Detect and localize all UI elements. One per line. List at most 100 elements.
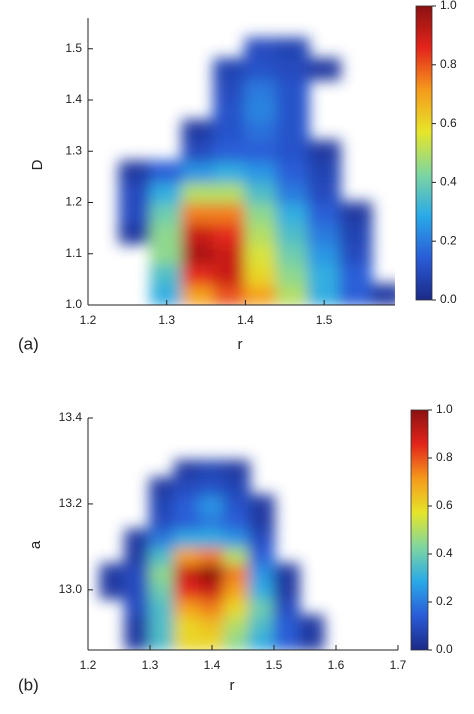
density-cell	[149, 222, 184, 245]
density-cell	[307, 201, 341, 224]
density-cell	[223, 614, 251, 634]
density-cell	[275, 78, 310, 101]
density-cell	[124, 563, 151, 583]
density-cell	[244, 140, 278, 163]
density-cell	[223, 494, 251, 514]
density-cell	[173, 563, 201, 583]
density-cell	[124, 631, 151, 650]
density-cell	[124, 528, 151, 548]
colorbar-tick-label: 0.8	[440, 57, 457, 71]
density-cell	[212, 283, 247, 305]
density-cell	[248, 511, 275, 531]
density-cell	[273, 580, 300, 600]
colorbar-tick-label: 0.4	[436, 546, 453, 560]
y-axis-label: D	[29, 159, 46, 170]
density-cell	[223, 597, 251, 617]
x-tick-label: 1.7	[390, 658, 407, 672]
panel-label: (b)	[18, 675, 39, 694]
colorbar-tick-label: 0.2	[436, 594, 453, 608]
y-tick-label: 1.5	[65, 41, 82, 55]
density-cell	[212, 181, 247, 204]
density-cell	[275, 201, 310, 224]
density-cell	[244, 37, 278, 60]
density-cell	[181, 201, 215, 224]
density-cell	[307, 222, 341, 245]
density-cell	[273, 597, 300, 617]
density-cell	[149, 528, 176, 548]
density-cell	[149, 580, 176, 600]
density-cell	[275, 99, 310, 122]
density-cell	[118, 181, 152, 204]
x-tick-label: 1.3	[142, 658, 159, 672]
x-axis-label: r	[238, 336, 243, 353]
density-cell	[149, 511, 176, 531]
y-tick-label: 13.0	[59, 582, 83, 596]
plot-area	[118, 37, 395, 305]
density-cell	[212, 242, 247, 265]
density-cell	[307, 263, 341, 286]
chart-panel: 1.2 1.3 1.4 1.5 1.0 1.1 1.2 1.3 1.4 1.5 r D (a) 0.0 0.…	[18, 0, 457, 353]
density-cell	[338, 263, 373, 286]
density-cell	[275, 242, 310, 265]
density-cell	[212, 140, 247, 163]
density-cell	[198, 614, 226, 634]
plot-area	[99, 459, 325, 650]
density-cell	[275, 181, 310, 204]
density-cell	[248, 614, 275, 634]
density-cell	[149, 181, 184, 204]
density-cell	[173, 528, 201, 548]
density-cell	[198, 459, 226, 480]
density-cell	[212, 201, 247, 224]
density-cell	[198, 631, 226, 650]
density-cell	[248, 597, 275, 617]
density-cell	[181, 222, 215, 245]
density-cell	[338, 242, 373, 265]
density-cell	[244, 78, 278, 101]
colorbar-tick-label: 1.0	[440, 0, 457, 12]
density-cell	[248, 580, 275, 600]
density-cell	[173, 511, 201, 531]
colorbar-tick-label: 0.0	[440, 292, 457, 306]
density-cell	[297, 614, 325, 634]
y-axis-label: a	[27, 540, 44, 549]
colorbar-tick-label: 0.8	[436, 450, 453, 464]
x-tick-label: 1.5	[266, 658, 283, 672]
density-cell	[181, 160, 215, 183]
density-cell	[212, 99, 247, 122]
x-tick-label: 1.4	[237, 313, 254, 327]
density-cell	[181, 242, 215, 265]
density-cell	[149, 614, 176, 634]
density-field	[118, 37, 395, 305]
density-cell	[244, 222, 278, 245]
density-cell	[149, 477, 176, 497]
density-cell	[273, 614, 300, 634]
y-tick-label: 1.4	[65, 92, 82, 106]
density-cell	[181, 140, 215, 163]
x-tick-label: 1.5	[316, 313, 333, 327]
colorbar	[410, 409, 429, 651]
density-cell	[244, 242, 278, 265]
density-cell	[244, 181, 278, 204]
density-cell	[212, 58, 247, 81]
density-cell	[149, 201, 184, 224]
density-cell	[173, 477, 201, 497]
density-cell	[198, 597, 226, 617]
density-cell	[307, 283, 341, 305]
density-cell	[244, 119, 278, 142]
colorbar-tick-label: 0.0	[436, 642, 453, 656]
density-cell	[181, 263, 215, 286]
density-cell	[118, 160, 152, 183]
density-cell	[173, 597, 201, 617]
density-cell	[149, 242, 184, 265]
x-tick-label: 1.4	[204, 658, 221, 672]
density-cell	[173, 459, 201, 480]
x-tick-label: 1.2	[80, 658, 97, 672]
density-cell	[338, 283, 373, 305]
density-cell	[223, 477, 251, 497]
density-cell	[223, 545, 251, 566]
density-cell	[273, 563, 300, 583]
colorbar-tick-label: 0.6	[436, 498, 453, 512]
y-tick-label: 1.3	[65, 143, 82, 157]
density-cell	[223, 511, 251, 531]
